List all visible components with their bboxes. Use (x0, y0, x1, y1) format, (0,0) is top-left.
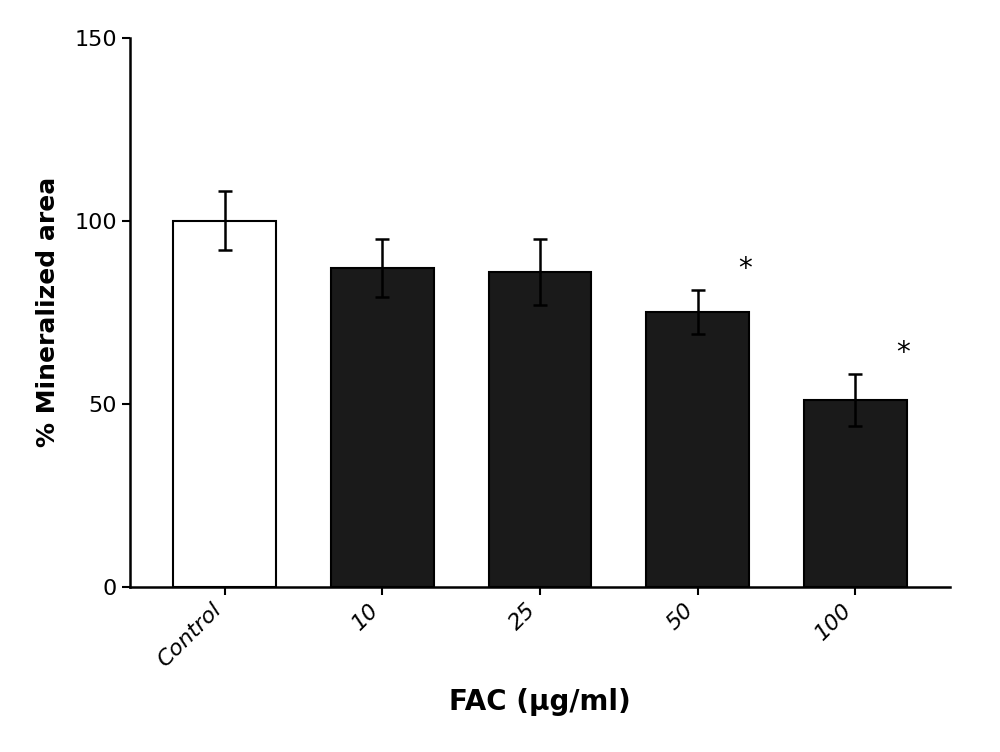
Text: *: * (738, 255, 752, 283)
Bar (173, 220, 276, 587)
X-axis label: FAC (μg/ml): FAC (μg/ml) (449, 688, 631, 716)
Text: *: * (896, 339, 910, 367)
Bar (489, 271, 591, 587)
Bar (331, 268, 434, 587)
Bar (804, 400, 907, 587)
Bar (646, 312, 749, 587)
Y-axis label: % Mineralized area: % Mineralized area (36, 177, 60, 447)
